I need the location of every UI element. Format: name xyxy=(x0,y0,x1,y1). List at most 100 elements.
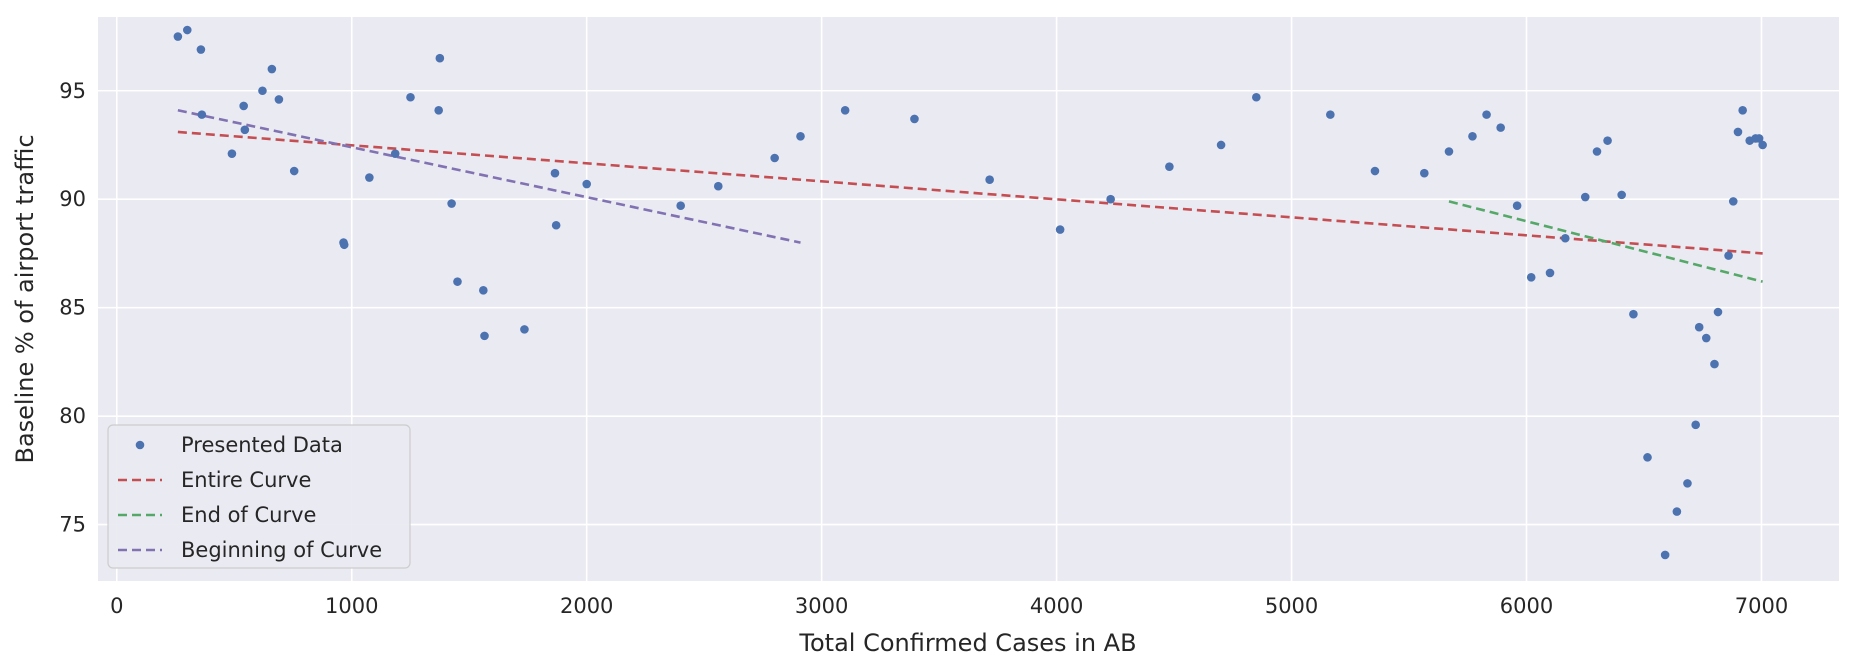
data-point xyxy=(267,64,277,74)
data-point xyxy=(770,153,779,163)
data-point xyxy=(365,173,374,182)
data-point xyxy=(985,175,994,184)
data-point xyxy=(1710,359,1719,369)
data-point xyxy=(447,199,456,208)
data-point xyxy=(1643,453,1652,462)
data-point xyxy=(676,201,685,211)
data-point xyxy=(258,86,267,96)
x-tick-label: 6000 xyxy=(1500,594,1553,618)
data-point xyxy=(1496,123,1505,132)
legend-label: End of Curve xyxy=(181,503,316,527)
x-tick-label: 1000 xyxy=(325,594,378,618)
data-point xyxy=(1754,134,1764,143)
data-point xyxy=(1468,132,1477,141)
data-point xyxy=(1660,550,1670,560)
data-point xyxy=(1713,307,1723,317)
data-point xyxy=(227,149,237,158)
data-points xyxy=(173,25,1767,560)
y-axis-label: Baseline % of airport traffic xyxy=(11,134,39,463)
data-point xyxy=(1733,127,1743,137)
data-point xyxy=(182,25,192,35)
x-tick-label: 7000 xyxy=(1735,594,1788,618)
legend-item: Beginning of Curve xyxy=(118,538,382,562)
data-point xyxy=(434,105,443,115)
data-point xyxy=(1370,166,1380,176)
legend-label: Entire Curve xyxy=(181,468,311,492)
data-point xyxy=(1512,201,1522,211)
data-point xyxy=(1724,251,1733,260)
data-point xyxy=(551,220,561,230)
x-tick-label: 0 xyxy=(110,594,123,618)
data-point xyxy=(1482,110,1491,119)
x-tick-label: 4000 xyxy=(1030,594,1083,618)
data-point xyxy=(1216,140,1226,150)
data-point xyxy=(550,168,560,178)
data-point xyxy=(1758,140,1767,150)
trend-line-entire-curve xyxy=(177,130,1763,255)
x-tick-label: 2000 xyxy=(560,594,613,618)
x-axis-label: Total Confirmed Cases in AB xyxy=(798,629,1136,657)
data-point xyxy=(1545,268,1555,278)
legend-box xyxy=(107,424,411,569)
data-point xyxy=(1617,190,1626,200)
data-point xyxy=(1592,147,1602,156)
data-point xyxy=(520,325,529,334)
x-axis-ticks: 0 1000 2000 3000 4000 5000 6000 7000 xyxy=(110,594,1788,618)
trend-lines xyxy=(177,109,1763,283)
data-point xyxy=(1603,136,1612,145)
legend-item: End of Curve xyxy=(118,503,316,527)
data-point xyxy=(173,32,183,41)
data-point xyxy=(796,132,805,141)
data-point xyxy=(197,110,207,119)
data-point xyxy=(240,125,250,135)
data-point xyxy=(1691,420,1700,430)
trend-line-beginning-of-curve xyxy=(177,109,801,244)
data-point xyxy=(1420,168,1429,178)
data-point xyxy=(713,181,723,191)
data-point xyxy=(435,53,445,63)
data-point xyxy=(1701,333,1711,343)
x-tick-label: 5000 xyxy=(1265,594,1318,618)
y-tick-label: 80 xyxy=(59,404,86,428)
data-point xyxy=(289,166,299,176)
y-tick-label: 90 xyxy=(59,187,86,211)
legend-item: Presented Data xyxy=(135,433,343,457)
data-point xyxy=(196,45,206,54)
data-point xyxy=(390,149,400,158)
data-point xyxy=(1055,225,1065,234)
data-point xyxy=(840,105,850,115)
data-point xyxy=(1444,147,1454,156)
legend: Presented Data Entire Curve End of Curve Be… xyxy=(107,424,411,569)
trend-line-end-of-curve xyxy=(1448,200,1763,283)
data-point xyxy=(1165,162,1174,171)
data-point xyxy=(1106,194,1115,204)
y-axis-ticks: 75 80 85 90 95 xyxy=(59,79,86,537)
data-point xyxy=(1526,273,1536,282)
data-point xyxy=(339,240,349,250)
y-tick-label: 95 xyxy=(59,79,86,103)
data-point xyxy=(406,92,415,102)
data-point xyxy=(1694,322,1704,332)
data-point xyxy=(479,286,488,295)
data-point xyxy=(1672,507,1682,516)
data-point xyxy=(453,277,462,286)
data-point xyxy=(582,179,592,189)
data-point xyxy=(1326,110,1335,119)
data-point xyxy=(1728,197,1738,206)
y-tick-label: 85 xyxy=(59,296,86,320)
x-tick-label: 3000 xyxy=(795,594,848,618)
legend-item: Entire Curve xyxy=(118,468,311,492)
data-point xyxy=(1580,192,1590,202)
data-point xyxy=(239,101,248,111)
data-point xyxy=(1560,233,1570,243)
data-point xyxy=(1738,105,1747,115)
y-tick-label: 75 xyxy=(59,513,86,537)
data-point xyxy=(910,114,919,124)
data-point xyxy=(274,95,284,104)
data-point xyxy=(1629,309,1638,319)
data-point xyxy=(1252,92,1261,102)
legend-label: Presented Data xyxy=(181,433,343,457)
legend-label: Beginning of Curve xyxy=(181,538,382,562)
data-point xyxy=(1683,479,1692,488)
